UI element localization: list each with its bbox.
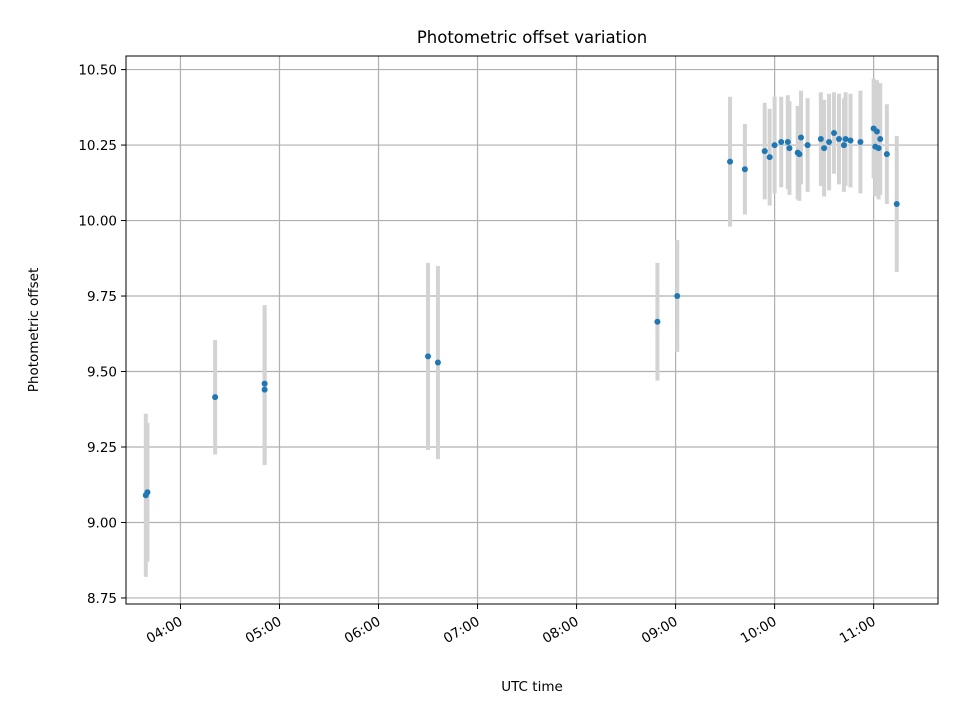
data-point <box>877 136 884 143</box>
data-point <box>425 353 432 360</box>
data-point <box>261 380 268 387</box>
data-point <box>778 139 785 146</box>
y-tick-label: 9.25 <box>87 440 117 456</box>
data-point <box>784 139 791 146</box>
data-point <box>796 151 803 158</box>
data-point <box>766 154 773 161</box>
x-axis-label: UTC time <box>501 679 563 695</box>
data-point <box>804 142 811 149</box>
y-axis-ticks: 8.75 9.00 9.25 9.50 9.75 10.00 10.25 10.50 <box>78 63 126 607</box>
data-point <box>821 145 828 152</box>
data-point <box>654 318 661 325</box>
data-point <box>261 386 268 393</box>
data-point <box>741 166 748 173</box>
plot-area <box>126 56 938 604</box>
data-point <box>883 151 890 158</box>
data-point <box>434 359 441 366</box>
data-point <box>826 139 833 146</box>
data-point <box>212 394 219 401</box>
y-tick-label: 9.00 <box>87 515 117 531</box>
data-point <box>835 136 842 143</box>
data-point <box>842 136 849 143</box>
data-point <box>847 137 854 144</box>
data-point <box>761 148 768 155</box>
data-point <box>144 489 151 496</box>
data-point <box>817 136 824 143</box>
data-point <box>831 129 838 136</box>
data-point <box>786 145 793 152</box>
data-point <box>875 145 882 152</box>
chart-title: Photometric offset variation <box>417 28 647 47</box>
y-tick-label: 9.50 <box>87 365 117 381</box>
data-points <box>142 125 900 499</box>
data-point <box>857 139 864 146</box>
data-point <box>727 158 734 165</box>
data-point <box>771 142 778 149</box>
data-point <box>674 293 681 300</box>
data-point <box>840 142 847 149</box>
data-point <box>873 128 880 135</box>
y-tick-label: 10.00 <box>78 214 117 230</box>
y-tick-label: 10.50 <box>78 63 117 79</box>
y-tick-label: 10.25 <box>78 138 117 154</box>
y-tick-label: 9.75 <box>87 289 117 305</box>
data-point <box>798 134 805 141</box>
data-point <box>893 200 900 207</box>
y-tick-label: 8.75 <box>87 591 117 607</box>
plot-frame <box>125 55 939 605</box>
y-axis-label: Photometric offset <box>26 268 42 392</box>
